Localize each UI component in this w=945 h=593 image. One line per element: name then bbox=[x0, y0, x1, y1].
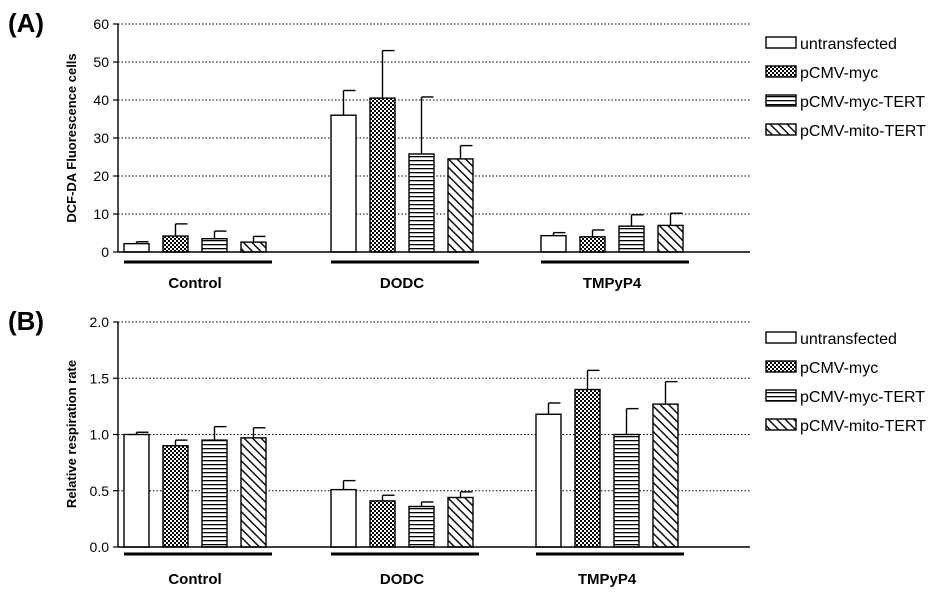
legend-swatch bbox=[765, 36, 797, 49]
bar bbox=[574, 388, 601, 548]
y-tick-label: 0.5 bbox=[90, 483, 110, 499]
panel-a-error-bars bbox=[135, 49, 683, 244]
category-label: DODC bbox=[380, 275, 424, 292]
bar bbox=[408, 505, 435, 548]
legend-label: untransfected bbox=[800, 331, 897, 348]
y-tick-label: 1.0 bbox=[90, 427, 110, 443]
bar bbox=[162, 445, 189, 548]
legend-swatch bbox=[765, 94, 797, 107]
legend-label: pCMV-mito-TERT bbox=[800, 418, 926, 435]
panel-a-category-labels: Control DODC TMPyP4 bbox=[124, 260, 689, 292]
legend-label: pCMV-mito-TERT bbox=[800, 123, 926, 140]
y-tick-label: 2.0 bbox=[90, 314, 110, 330]
category-label: TMPyP4 bbox=[583, 275, 642, 292]
panel-a: (A) DCF-DA Fluorescence cells 0 10 20 30 40 5… bbox=[8, 8, 926, 292]
category-label: Control bbox=[168, 275, 221, 292]
panel-a-bars bbox=[123, 97, 684, 253]
y-tick-label: 60 bbox=[93, 16, 109, 32]
category-label: Control bbox=[168, 571, 221, 588]
bar bbox=[240, 241, 267, 253]
legend-swatch bbox=[765, 123, 797, 136]
legend-swatch bbox=[765, 418, 797, 431]
legend-swatch bbox=[765, 65, 797, 78]
legend-label: pCMV-myc bbox=[800, 65, 878, 82]
bar bbox=[579, 236, 606, 253]
legend-label: pCMV-myc bbox=[800, 360, 878, 377]
bar bbox=[330, 488, 357, 548]
bar bbox=[447, 496, 474, 548]
panel-b-letter: (B) bbox=[8, 306, 44, 336]
bar bbox=[540, 234, 567, 253]
y-tick-label: 20 bbox=[93, 168, 109, 184]
bar bbox=[652, 403, 679, 548]
bar bbox=[657, 224, 684, 253]
panel-b: (B) Relative respiration rate 0.0 0.5 1.0 1… bbox=[8, 306, 926, 588]
legend-label: untransfected bbox=[800, 36, 897, 53]
category-label: TMPyP4 bbox=[578, 571, 637, 588]
panel-a-y-axis-label: DCF-DA Fluorescence cells bbox=[64, 53, 79, 222]
bar bbox=[162, 235, 189, 253]
y-tick-label: 0 bbox=[101, 244, 109, 260]
bar bbox=[618, 225, 645, 253]
legend-swatch bbox=[765, 360, 797, 373]
panel-b-y-ticks: 0.0 0.5 1.0 1.5 2.0 bbox=[90, 314, 118, 555]
y-tick-label: 0.0 bbox=[90, 539, 110, 555]
panel-b-bars bbox=[123, 388, 679, 548]
bar bbox=[330, 114, 357, 253]
panel-b-error-bars bbox=[135, 369, 678, 507]
legend-swatch bbox=[765, 331, 797, 344]
bar bbox=[201, 237, 228, 253]
y-tick-label: 10 bbox=[93, 206, 109, 222]
bar bbox=[369, 500, 396, 548]
panel-a-letter: (A) bbox=[8, 8, 44, 38]
panel-a-y-ticks: 0 10 20 30 40 50 60 bbox=[93, 16, 118, 260]
panel-a-legend: untransfected pCMV-myc pCMV-myc-TERT pCMV-m… bbox=[765, 36, 926, 140]
bar bbox=[123, 433, 150, 548]
bar bbox=[447, 158, 474, 253]
legend-label: pCMV-myc-TERT bbox=[800, 94, 925, 111]
bar bbox=[613, 433, 640, 548]
panel-b-legend: untransfected pCMV-myc pCMV-myc-TERT pCMV-m… bbox=[765, 331, 926, 435]
y-tick-label: 40 bbox=[93, 92, 109, 108]
legend-label: pCMV-myc-TERT bbox=[800, 389, 925, 406]
y-tick-label: 30 bbox=[93, 130, 109, 146]
category-label: DODC bbox=[380, 571, 424, 588]
legend-swatch bbox=[765, 389, 797, 402]
bar bbox=[123, 242, 150, 253]
bar bbox=[240, 437, 267, 548]
bar bbox=[408, 153, 435, 253]
bar bbox=[201, 439, 228, 548]
y-tick-label: 1.5 bbox=[90, 370, 110, 386]
panel-b-y-axis-label: Relative respiration rate bbox=[64, 360, 79, 508]
y-tick-label: 50 bbox=[93, 54, 109, 70]
panel-b-category-labels: Control DODC TMPyP4 bbox=[124, 552, 684, 588]
bar bbox=[369, 97, 396, 253]
bar bbox=[535, 413, 562, 548]
